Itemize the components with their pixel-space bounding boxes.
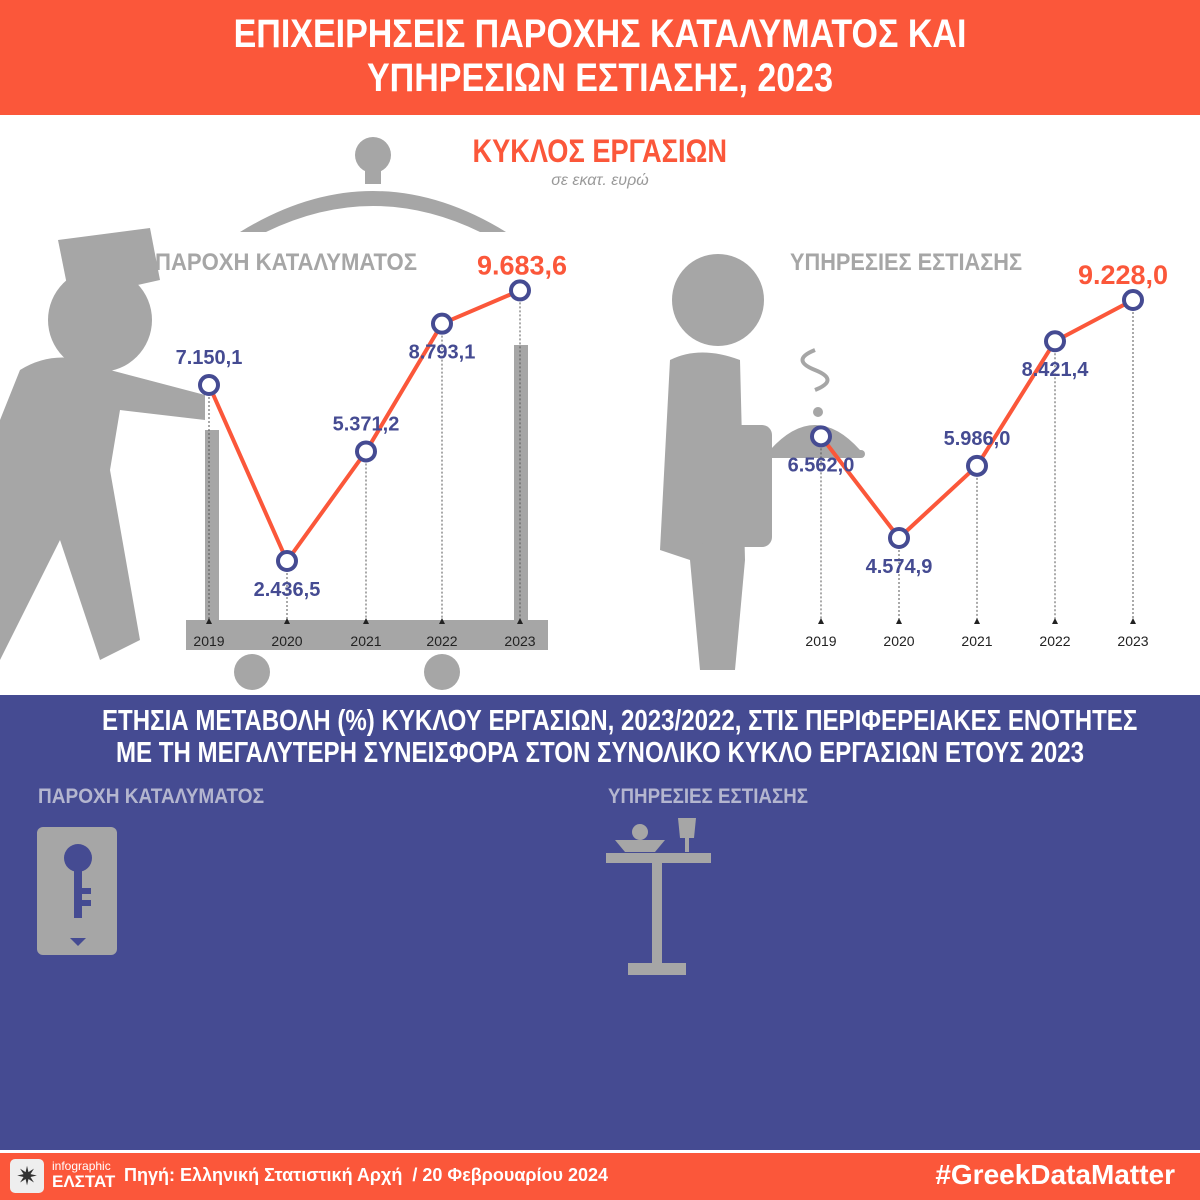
data-point (198, 374, 220, 397)
turnover-title-text: ΚΥΚΛΟΣ ΕΡΓΑΣΙΩΝ (472, 133, 728, 169)
data-label: 5.371,2 (333, 413, 400, 435)
elstat-logo-icon: ✷ (10, 1159, 44, 1193)
line-chart-accommodation: 2019 2020 2021 2022 2023 7.150,1 2.436,5 5.371,… (176, 250, 567, 649)
data-label: 9.228,0 (1078, 260, 1168, 290)
right-line-title: ΥΠΗΡΕΣΙΕΣ ΕΣΤΙΑΣΗΣ (790, 249, 1022, 276)
tick-marker (439, 618, 445, 624)
data-label: 8.793,1 (409, 342, 476, 364)
tick-marker (896, 618, 902, 624)
hashtag: #GreekDataMatter (935, 1159, 1175, 1190)
data-label: 6.562,0 (788, 454, 855, 476)
year-label: 2019 (193, 633, 224, 649)
tick-marker (284, 618, 290, 624)
header: ΕΠΙΧΕΙΡΗΣΕΙΣ ΠΑΡΟΧΗΣ ΚΑΤΑΛΥΜΑΤΟΣ ΚΑΙ ΥΠΗ… (0, 0, 1200, 115)
tick-marker (1052, 618, 1058, 624)
year-label: 2020 (271, 633, 302, 649)
data-label: 9.683,6 (477, 250, 567, 280)
bar-charts: ΠΑΡΟΧΗ ΚΑΤΑΛΥΜΑΤΟΣ ΥΠΗΡΕΣΙΕΣ ΕΣΤΙΑΣΗΣ (37, 785, 808, 975)
annual-change-title-line-1: ΕΤΗΣΙΑ ΜΕΤΑΒΟΛΗ (%) ΚΥΚΛΟΥ ΕΡΓΑΣΙΩΝ, 202… (102, 705, 1138, 737)
year-label: 2021 (350, 633, 381, 649)
right-bar-title: ΥΠΗΡΕΣΙΕΣ ΕΣΤΙΑΣΗΣ (608, 785, 808, 808)
footer: ✷ infographic ΕΛΣΤΑΤ Πηγή: Ελληνική Στατ… (0, 1150, 1200, 1200)
turnover-title: ΚΥΚΛΟΣ ΕΡΓΑΣΙΩΝ (0, 133, 1200, 170)
year-label: 2021 (961, 633, 992, 649)
line-chart-food-services: 2019 2020 2021 2022 2023 6.562,0 4.574,9 5.986,… (788, 260, 1168, 649)
logo-top-text: infographic (52, 1159, 111, 1173)
year-label: 2023 (1117, 633, 1148, 649)
tick-marker (517, 618, 523, 624)
year-label: 2022 (1039, 633, 1070, 649)
data-label: 8.421,4 (1022, 359, 1090, 381)
tick-marker (1130, 618, 1136, 624)
tick-marker (818, 618, 824, 624)
logo-bottom-text: ΕΛΣΤΑΤ (52, 1172, 116, 1191)
key-card-icon (37, 827, 117, 955)
data-label: 7.150,1 (176, 347, 243, 369)
tick-marker (206, 618, 212, 624)
tick-marker (363, 618, 369, 624)
data-point (355, 440, 377, 463)
year-label: 2023 (504, 633, 535, 649)
data-point (810, 425, 832, 448)
turnover-charts: ΠΑΡΟΧΗ ΚΑΤΑΛΥΜΑΤΟΣ ΥΠΗΡΕΣΙΕΣ ΕΣΤΙΑΣΗΣ 20… (0, 137, 1168, 690)
restaurant-table-icon (606, 818, 711, 975)
bellboy-icon (0, 137, 548, 690)
year-label: 2019 (805, 633, 836, 649)
data-point (966, 454, 988, 477)
data-point (276, 550, 298, 573)
data-point (509, 279, 531, 302)
data-point (888, 526, 910, 549)
title-line-1: ΕΠΙΧΕΙΡΗΣΕΙΣ ΠΑΡΟΧΗΣ ΚΑΤΑΛΥΜΑΤΟΣ ΚΑΙ (233, 12, 967, 56)
left-bar-title: ΠΑΡΟΧΗ ΚΑΤΑΛΥΜΑΤΟΣ (38, 785, 264, 808)
left-line-title: ΠΑΡΟΧΗ ΚΑΤΑΛΥΜΑΤΟΣ (155, 249, 417, 276)
data-point (1044, 330, 1066, 353)
annual-change-title: ΕΤΗΣΙΑ ΜΕΤΑΒΟΛΗ (%) ΚΥΚΛΟΥ ΕΡΓΑΣΙΩΝ, 202… (0, 705, 1200, 769)
data-label: 2.436,5 (254, 579, 321, 601)
annual-change-section (0, 695, 1200, 1150)
data-point (431, 312, 453, 335)
title-line-2: ΥΠΗΡΕΣΙΩΝ ΕΣΤΙΑΣΗΣ, 2023 (366, 56, 833, 100)
year-label: 2022 (426, 633, 457, 649)
annual-change-title-line-2: ΜΕ ΤΗ ΜΕΓΑΛΥΤΕΡΗ ΣΥΝΕΙΣΦΟΡΑ ΣΤΟΝ ΣΥΝΟΛΙΚ… (115, 737, 1085, 769)
tick-marker (974, 618, 980, 624)
data-point (1122, 288, 1144, 311)
year-label: 2020 (883, 633, 914, 649)
source-text: Πηγή: Ελληνική Στατιστική Αρχή / 20 Φεβρ… (124, 1165, 609, 1185)
turnover-subtitle: σε εκατ. ευρώ (551, 172, 649, 189)
data-label: 5.986,0 (944, 428, 1011, 450)
data-label: 4.574,9 (866, 556, 933, 578)
